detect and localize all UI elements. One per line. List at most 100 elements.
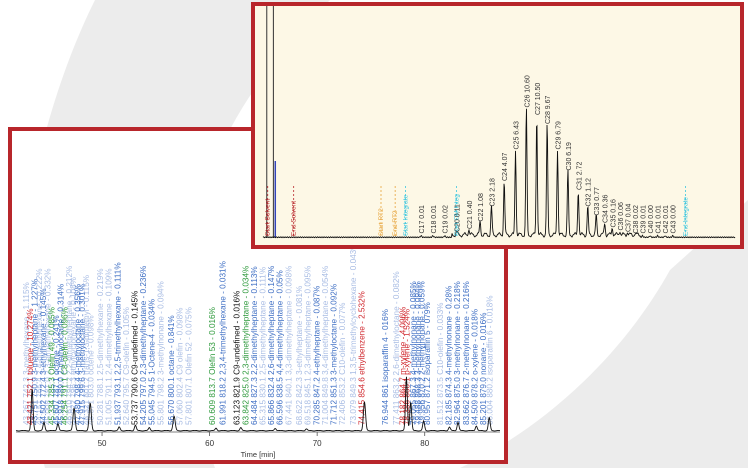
- carbon-number-label: C31 2.72: [576, 161, 583, 190]
- peak-label: 61.991 818.2 2,3,4-trimethylhexane - 0.0…: [219, 261, 228, 425]
- carbon-number-label: C39 0.01: [641, 205, 648, 234]
- peak-label: 69.518 845.1 2,3-dimethylheptane - 0.095…: [304, 266, 313, 425]
- carbon-number-label: C34 0.36: [603, 194, 610, 223]
- carbon-number-label: C42 0.01: [663, 205, 670, 234]
- x-tick-label: 60: [205, 439, 214, 448]
- peak-label: 44.502 772.4 3-ethylhexane - 0.145%: [39, 288, 48, 425]
- peak-label: 71.712 851.3 3-methyloctane - 0.092%: [330, 284, 339, 425]
- peak-label: 82.964 875.0 3-methylnonane - 0.218%: [453, 281, 462, 425]
- carbon-number-label: C22 1.08: [478, 193, 485, 222]
- region-marker-label: End Integrate: [682, 197, 689, 236]
- peak-label: 45.607 787.1 octane - 0.241%: [52, 315, 61, 425]
- region-marker-label: End RT2: [392, 210, 399, 236]
- peak-label: 65.315 830.1 2,5-dimethylheptane - 0.111…: [259, 267, 268, 425]
- peak-label: 79.488 868.3 3-methylnonane - 0.094%: [413, 281, 422, 425]
- peak-label: 57.801 807.1 Olefin 52 - 0.075%: [184, 307, 193, 425]
- carbon-number-label: C33 0.77: [594, 187, 601, 216]
- peak-label: 51.937 793.1 2,2,5-trimethylhexane - 0.1…: [113, 262, 122, 425]
- carbon-number-label: C43 0.00: [671, 205, 678, 234]
- carbon-number-label: C20 0.11: [455, 204, 462, 232]
- region-marker-label: Start Integrate: [403, 194, 410, 236]
- peak-label: 82.185 874.3 4-methylnonane - 0.28%: [445, 286, 454, 425]
- peak-label: 63.123 821.9 C9-undefined - 0.016%: [233, 291, 242, 425]
- peak-label: 64.484 827.3 2,2-dimethylheptane - 0.113…: [250, 266, 259, 425]
- x-tick-label: 70: [313, 439, 322, 448]
- peak-label: 45.008 781.0 2,3-dimethylhexane - 0.332%: [43, 268, 52, 425]
- peak-label: 74.415 854.6 ethylbenzene - 2.532%: [358, 291, 367, 425]
- carbon-number-label: C17 0.01: [419, 205, 426, 234]
- peak-label: 79.055 867.3 4-methylnonane - 0.085%: [409, 281, 418, 425]
- peak-label: 80.957 871.2 isoparaffin 5 - 079%: [423, 302, 432, 425]
- x-tick-label: 50: [98, 439, 107, 448]
- carbon-number-label: C41 0.01: [656, 205, 663, 234]
- peak-label: 47.022 796.3 ethylcyclohexane - 0.108%: [69, 277, 78, 425]
- carbon-number-label: C23 2.18: [489, 178, 496, 207]
- region-marker-label: Start RT2: [378, 208, 385, 236]
- peak-label: 56.670 800.1 octane - 0.841%: [167, 315, 176, 425]
- carbon-number-label: C24 4.07: [502, 152, 509, 181]
- peak-label: 43.267 742.3 3-methylhexane - 1.115%: [22, 282, 31, 425]
- carbon-number-label: C37 0.04: [625, 203, 632, 232]
- peak-label: 70.285 847.2 4-ethylheptane - 0.087%: [312, 286, 321, 425]
- peak-label: 52.640 795.7 C9-olefin - 0.105%: [122, 307, 131, 425]
- carbon-number-label: C19 0.02: [443, 205, 450, 234]
- peak-label: 78.386 866.1 p-xylene - 1.524%: [403, 309, 412, 425]
- peak-label: 45.334 785.3 Olefin 49 - 0.085%: [48, 307, 57, 425]
- peak-label: 83.662 876.7 2-methylnonane - 0.216%: [462, 281, 471, 425]
- carbon-number-label: C30 6.19: [566, 142, 573, 171]
- carbon-number-label: C18 0.01: [431, 205, 438, 234]
- carbon-distribution-chart: Start Solvent End Solvent Start RT2 End RT2…: [262, 6, 736, 239]
- carbon-number-label: C35 0.16: [610, 199, 617, 228]
- peak-label: 53.737 790.6 C9-undefined - 0.145%: [131, 291, 140, 425]
- carbon-number-label: C21 0.40: [467, 200, 474, 229]
- peak-label: 63.842 825.0 2,3-dimethylheptane - 0.034…: [241, 266, 250, 425]
- peak-label: 86.004 880.2 isoparaffin 6 - 0.018%: [486, 295, 495, 425]
- chromatogram-trace: [15, 376, 500, 432]
- peak-label: 43.751 750.9 3-methylheptane - 1.227%: [31, 279, 40, 425]
- carbon-number-label: C27 10.50: [535, 83, 542, 115]
- carbon-number-label: C40 0.00: [648, 205, 655, 234]
- x-tick-label: 80: [420, 439, 429, 448]
- peak-label: 66.596 838.5 4,4-dimethylheptane - 0.05%: [276, 270, 285, 425]
- peak-label: 54.205 797.0 2,3-dimethylheptane - 0.236…: [139, 266, 148, 425]
- region-marker-label: End Solvent: [291, 201, 298, 236]
- carbon-number-label: C32 1.12: [586, 178, 593, 207]
- gc-chromatogram-panel: 43.267 742.3 3-methylhexane - 1.115% 43.4…: [8, 127, 508, 464]
- region-marker-label: Start CM Integ: [454, 194, 461, 236]
- carbon-number-label: C26 10.60: [524, 75, 531, 107]
- peak-label: 77.411 863.2 2,6-dimethyloctane - 0.082%: [392, 271, 401, 425]
- peak-label: 46.254 791.1 C8-olefin - 0.096%: [61, 307, 70, 425]
- carbon-trace: [262, 108, 736, 239]
- peak-label: 78.182 864.7 m-xylene - 4.096%: [398, 307, 407, 425]
- carbon-number-label: C36 0.06: [618, 202, 625, 231]
- swoosh-lower: [460, 200, 748, 468]
- peak-label: 79.956 870.2 2-methylnonane - 0.059%: [418, 281, 427, 425]
- carbon-number-label: C29 6.79: [556, 121, 563, 150]
- peak-label: 68.622 842.3 3-ethylheptane - 0.081%: [295, 286, 304, 425]
- peak-label: 47.915 799.6 3-methyloctane - 0.301%: [78, 284, 87, 425]
- peak-label: 47.480 798.4 4-methyloctane - 0.356%: [74, 284, 83, 425]
- peak-label: 84.509 878.2 o-xylene - 0.018%: [470, 309, 479, 425]
- peak-label: 44.151 765.4 2,4-dimethylhexane - 0.222%: [35, 268, 44, 425]
- peak-label: 85.201 879.0 nonane - 0.016%: [479, 313, 488, 425]
- gc-chromatogram-chart: 43.267 742.3 3-methylhexane - 1.115%43.4…: [15, 242, 500, 459]
- peak-label: 51.005 791.1 2,4-dimethylhexane - 0.109%: [105, 268, 114, 425]
- peak-label: 67.441 840.1 3,3-dimethylheptane - 0.098…: [284, 266, 293, 425]
- peak-label: 57.060 802.4 C9 olefin - 0.098%: [176, 308, 185, 425]
- peak-label: 55.045 794.5 1-Octene-4 - 0.034%: [148, 299, 157, 425]
- carbon-number-label: C38 0.02: [633, 205, 640, 234]
- peak-label: 76.944 861 isoparaffin 4 - 016%: [381, 309, 390, 425]
- peak-label: 60.609 813.7 Olefin 53 - 0.016%: [208, 307, 217, 425]
- peak-label: 72.406 853.2 C10-olefin - 0.077%: [338, 303, 347, 425]
- peak-label: 46.610 794.2 2,2-dimethylheptane - 0.212…: [65, 266, 74, 425]
- peak-label: 45.918 789.0 2-methyloctane - 0.314%: [56, 284, 65, 425]
- peak-label: 73.079 849.3 1,3,5-trimethylcyclohexane …: [349, 242, 358, 425]
- peak-label: 55.801 798.2 3-methylnonane - 0.094%: [156, 281, 165, 425]
- peak-label: 50.281 788.1 2,5-dimethylhexane - 0.219%: [96, 268, 105, 425]
- peak-label: 48.871 803.0 octene - 0.098%: [86, 315, 95, 425]
- peak-label: 48.321 801.2 trans-1,3-dimethyl - 0.115%: [82, 275, 91, 425]
- carbon-distribution-panel: Start Solvent End Solvent Start RT2 End RT2…: [251, 2, 744, 249]
- peak-label: 65.866 832.4 2,6-dimethylheptane - 0.147…: [267, 266, 276, 425]
- peak-label: 71.004 849.8 3,4-dimethylheptane - 0.054…: [321, 266, 330, 425]
- carbon-number-label: C25 6.43: [514, 121, 521, 150]
